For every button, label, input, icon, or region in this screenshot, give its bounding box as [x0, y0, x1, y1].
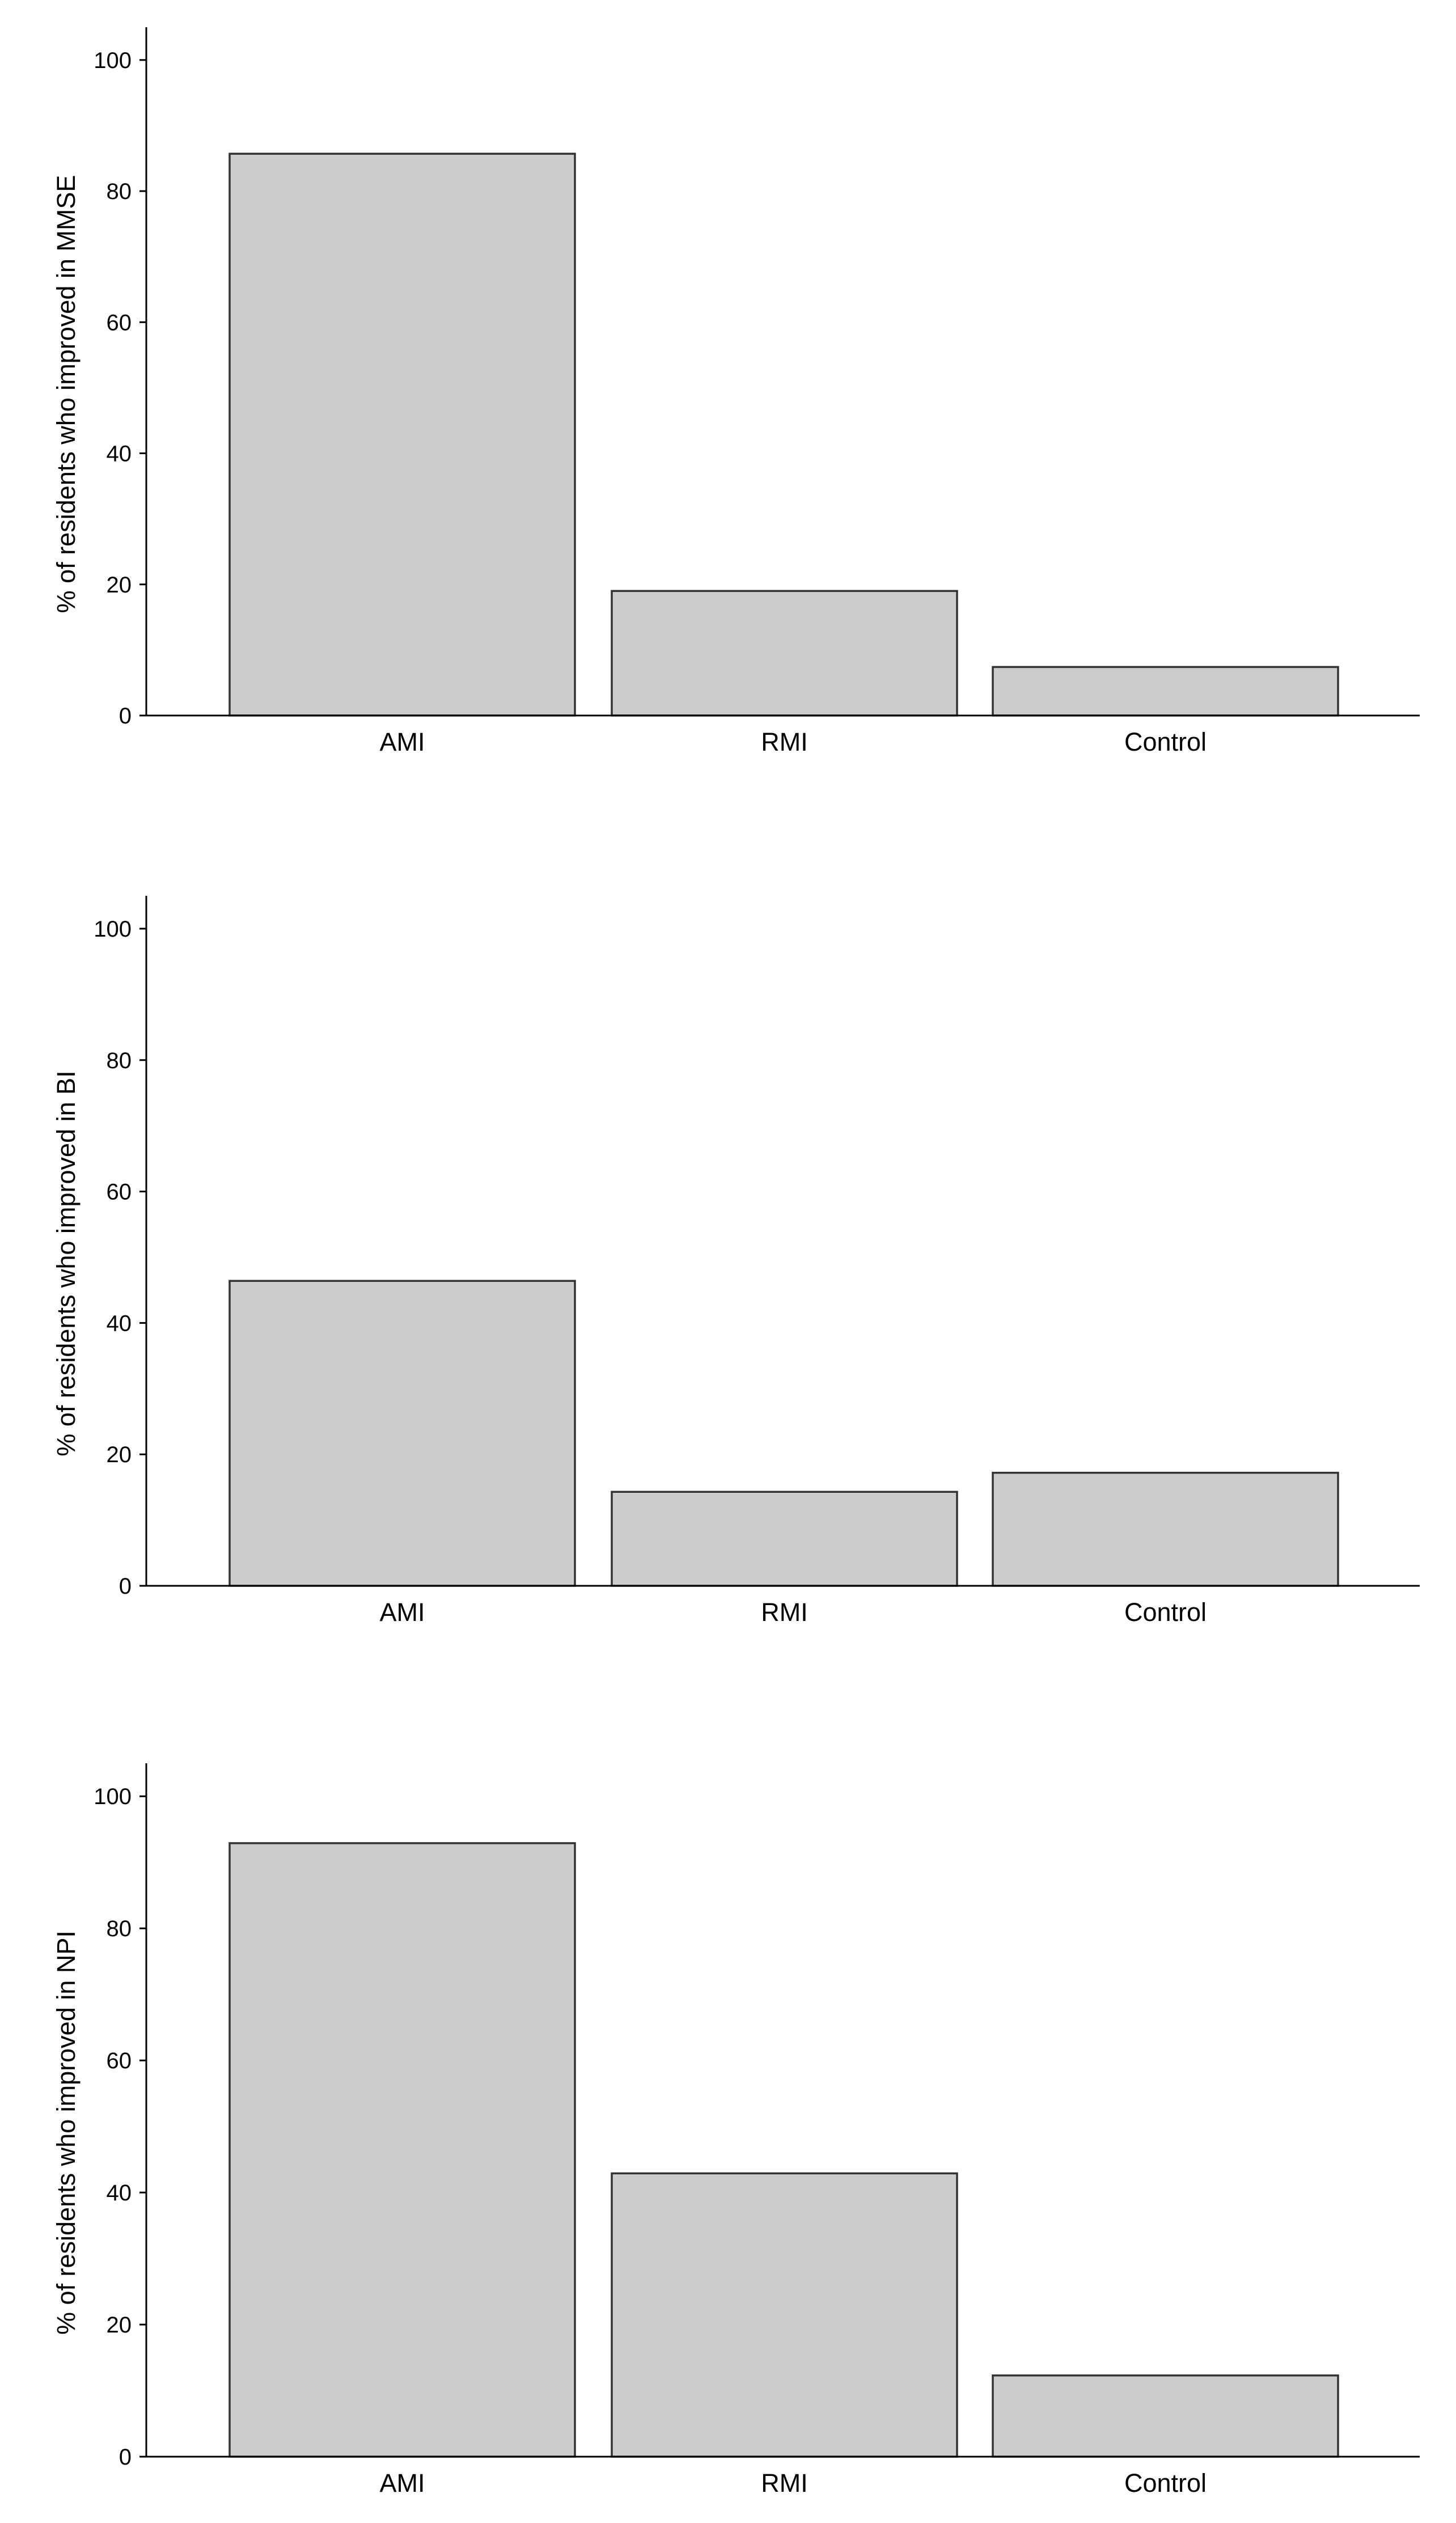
- y-tick-label: 100: [94, 1784, 132, 1809]
- y-tick-label: 20: [107, 573, 132, 598]
- bar-ami: [228, 1842, 576, 2458]
- y-tick-label: 20: [107, 2313, 132, 2338]
- bar-rmi: [611, 590, 958, 717]
- y-tick-label: 40: [107, 2181, 132, 2205]
- y-tick-label: 80: [107, 1048, 132, 1073]
- bar-control: [992, 2374, 1339, 2458]
- x-tick-label: RMI: [761, 727, 808, 756]
- x-tick-label: RMI: [761, 2469, 808, 2497]
- chart-panel-1: 0 20 40 60 80 100 AMI RMI Control % of residents …: [52, 27, 1420, 756]
- x-tick-label: Control: [1124, 2469, 1207, 2497]
- y-tick-label: 40: [107, 442, 132, 467]
- y-axis-title: % of residents who improved in BI: [52, 1070, 81, 1456]
- y-tick-label: 80: [107, 179, 132, 204]
- y-tick-label: 100: [94, 917, 132, 942]
- y-tick-label: 60: [107, 2048, 132, 2073]
- y-tick-label: 100: [94, 48, 132, 73]
- x-tick-label: Control: [1124, 727, 1207, 756]
- bar-control: [992, 1471, 1339, 1587]
- bar-control: [992, 666, 1339, 717]
- bar-rmi: [611, 2172, 958, 2458]
- y-tick-label: 0: [119, 2445, 132, 2470]
- y-tick-label: 60: [107, 310, 132, 335]
- y-tick-label: 40: [107, 1311, 132, 1336]
- bar-ami: [228, 153, 576, 717]
- x-tick-label: AMI: [379, 727, 425, 756]
- y-axis-title: % of residents who improved in MMSE: [52, 175, 81, 613]
- x-tick-label: Control: [1124, 1598, 1207, 1627]
- chart-panel-3: 0 20 40 60 80 100 AMI RMI Control % of residents …: [52, 1763, 1420, 2497]
- chart-panel-2: 0 20 40 60 80 100 AMI RMI Control % of residents …: [52, 896, 1420, 1627]
- x-tick-label: AMI: [379, 1598, 425, 1627]
- y-tick-label: 60: [107, 1180, 132, 1205]
- y-tick-label: 0: [119, 704, 132, 729]
- y-tick-label: 80: [107, 1916, 132, 1941]
- y-tick-label: 0: [119, 1574, 132, 1599]
- x-tick-label: RMI: [761, 1598, 808, 1627]
- bar-ami: [228, 1280, 576, 1587]
- y-tick-label: 20: [107, 1442, 132, 1467]
- x-tick-label: AMI: [379, 2469, 425, 2497]
- y-axis-title: % of residents who improved in NPI: [52, 1931, 81, 2335]
- bar-rmi: [611, 1491, 958, 1587]
